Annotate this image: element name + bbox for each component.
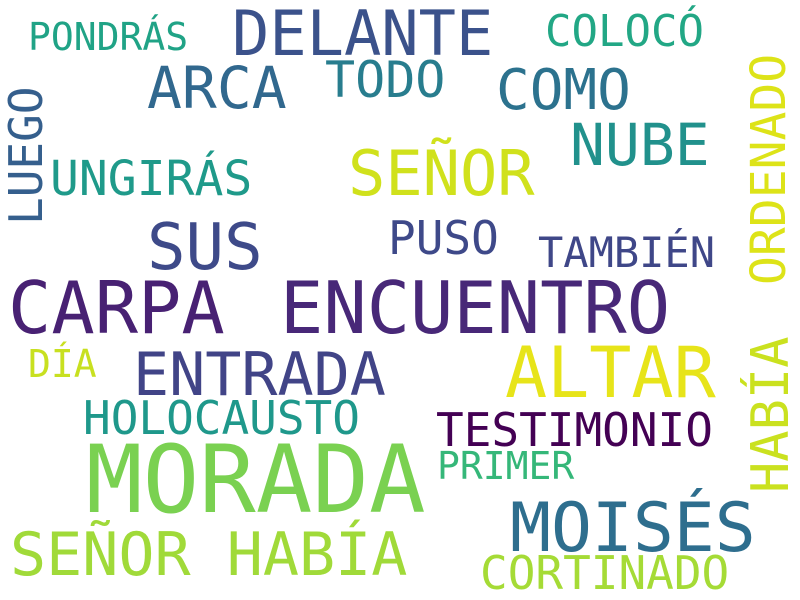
word-cortinado: CORTINADO	[480, 546, 730, 600]
word-luego: LUEGO	[0, 86, 53, 225]
word-ordenado: ORDENADO	[741, 53, 797, 285]
word-todo: TODO	[325, 51, 446, 109]
word-holocausto: HOLOCAUSTO	[83, 391, 360, 445]
word-nube: NUBE	[570, 111, 710, 179]
word-ungiras: UNGIRÁS	[50, 151, 253, 207]
word-carpa: CARPA	[8, 266, 225, 350]
word-dia: DÍA	[28, 342, 97, 386]
word-coloco: COLOCÓ	[545, 6, 704, 57]
word-arca: ARCA	[147, 54, 287, 122]
word-altar: ALTAR	[505, 332, 716, 414]
word-entrada: ENTRADA	[133, 340, 386, 410]
word-pondras: PONDRÁS	[28, 15, 189, 59]
word-senor: SEÑOR	[348, 137, 535, 210]
word-tambien: TAMBIÉN	[538, 228, 716, 277]
word-delante: DELANTE	[232, 0, 494, 70]
word-habia: HABÍA	[741, 336, 800, 493]
word-sus: SUS	[147, 211, 263, 285]
word-testimonio: TESTIMONIO	[436, 403, 713, 457]
word-puso: PUSO	[388, 211, 499, 265]
word-morada: MORADA	[86, 426, 426, 535]
word-senor-habia: SEÑOR HABÍA	[10, 520, 408, 590]
word-moises: MOISÉS	[510, 489, 756, 568]
word-primer: PRIMER	[437, 444, 575, 488]
word-encuentro: ENCUENTRO	[280, 266, 671, 350]
word-como: COMO	[496, 58, 631, 123]
